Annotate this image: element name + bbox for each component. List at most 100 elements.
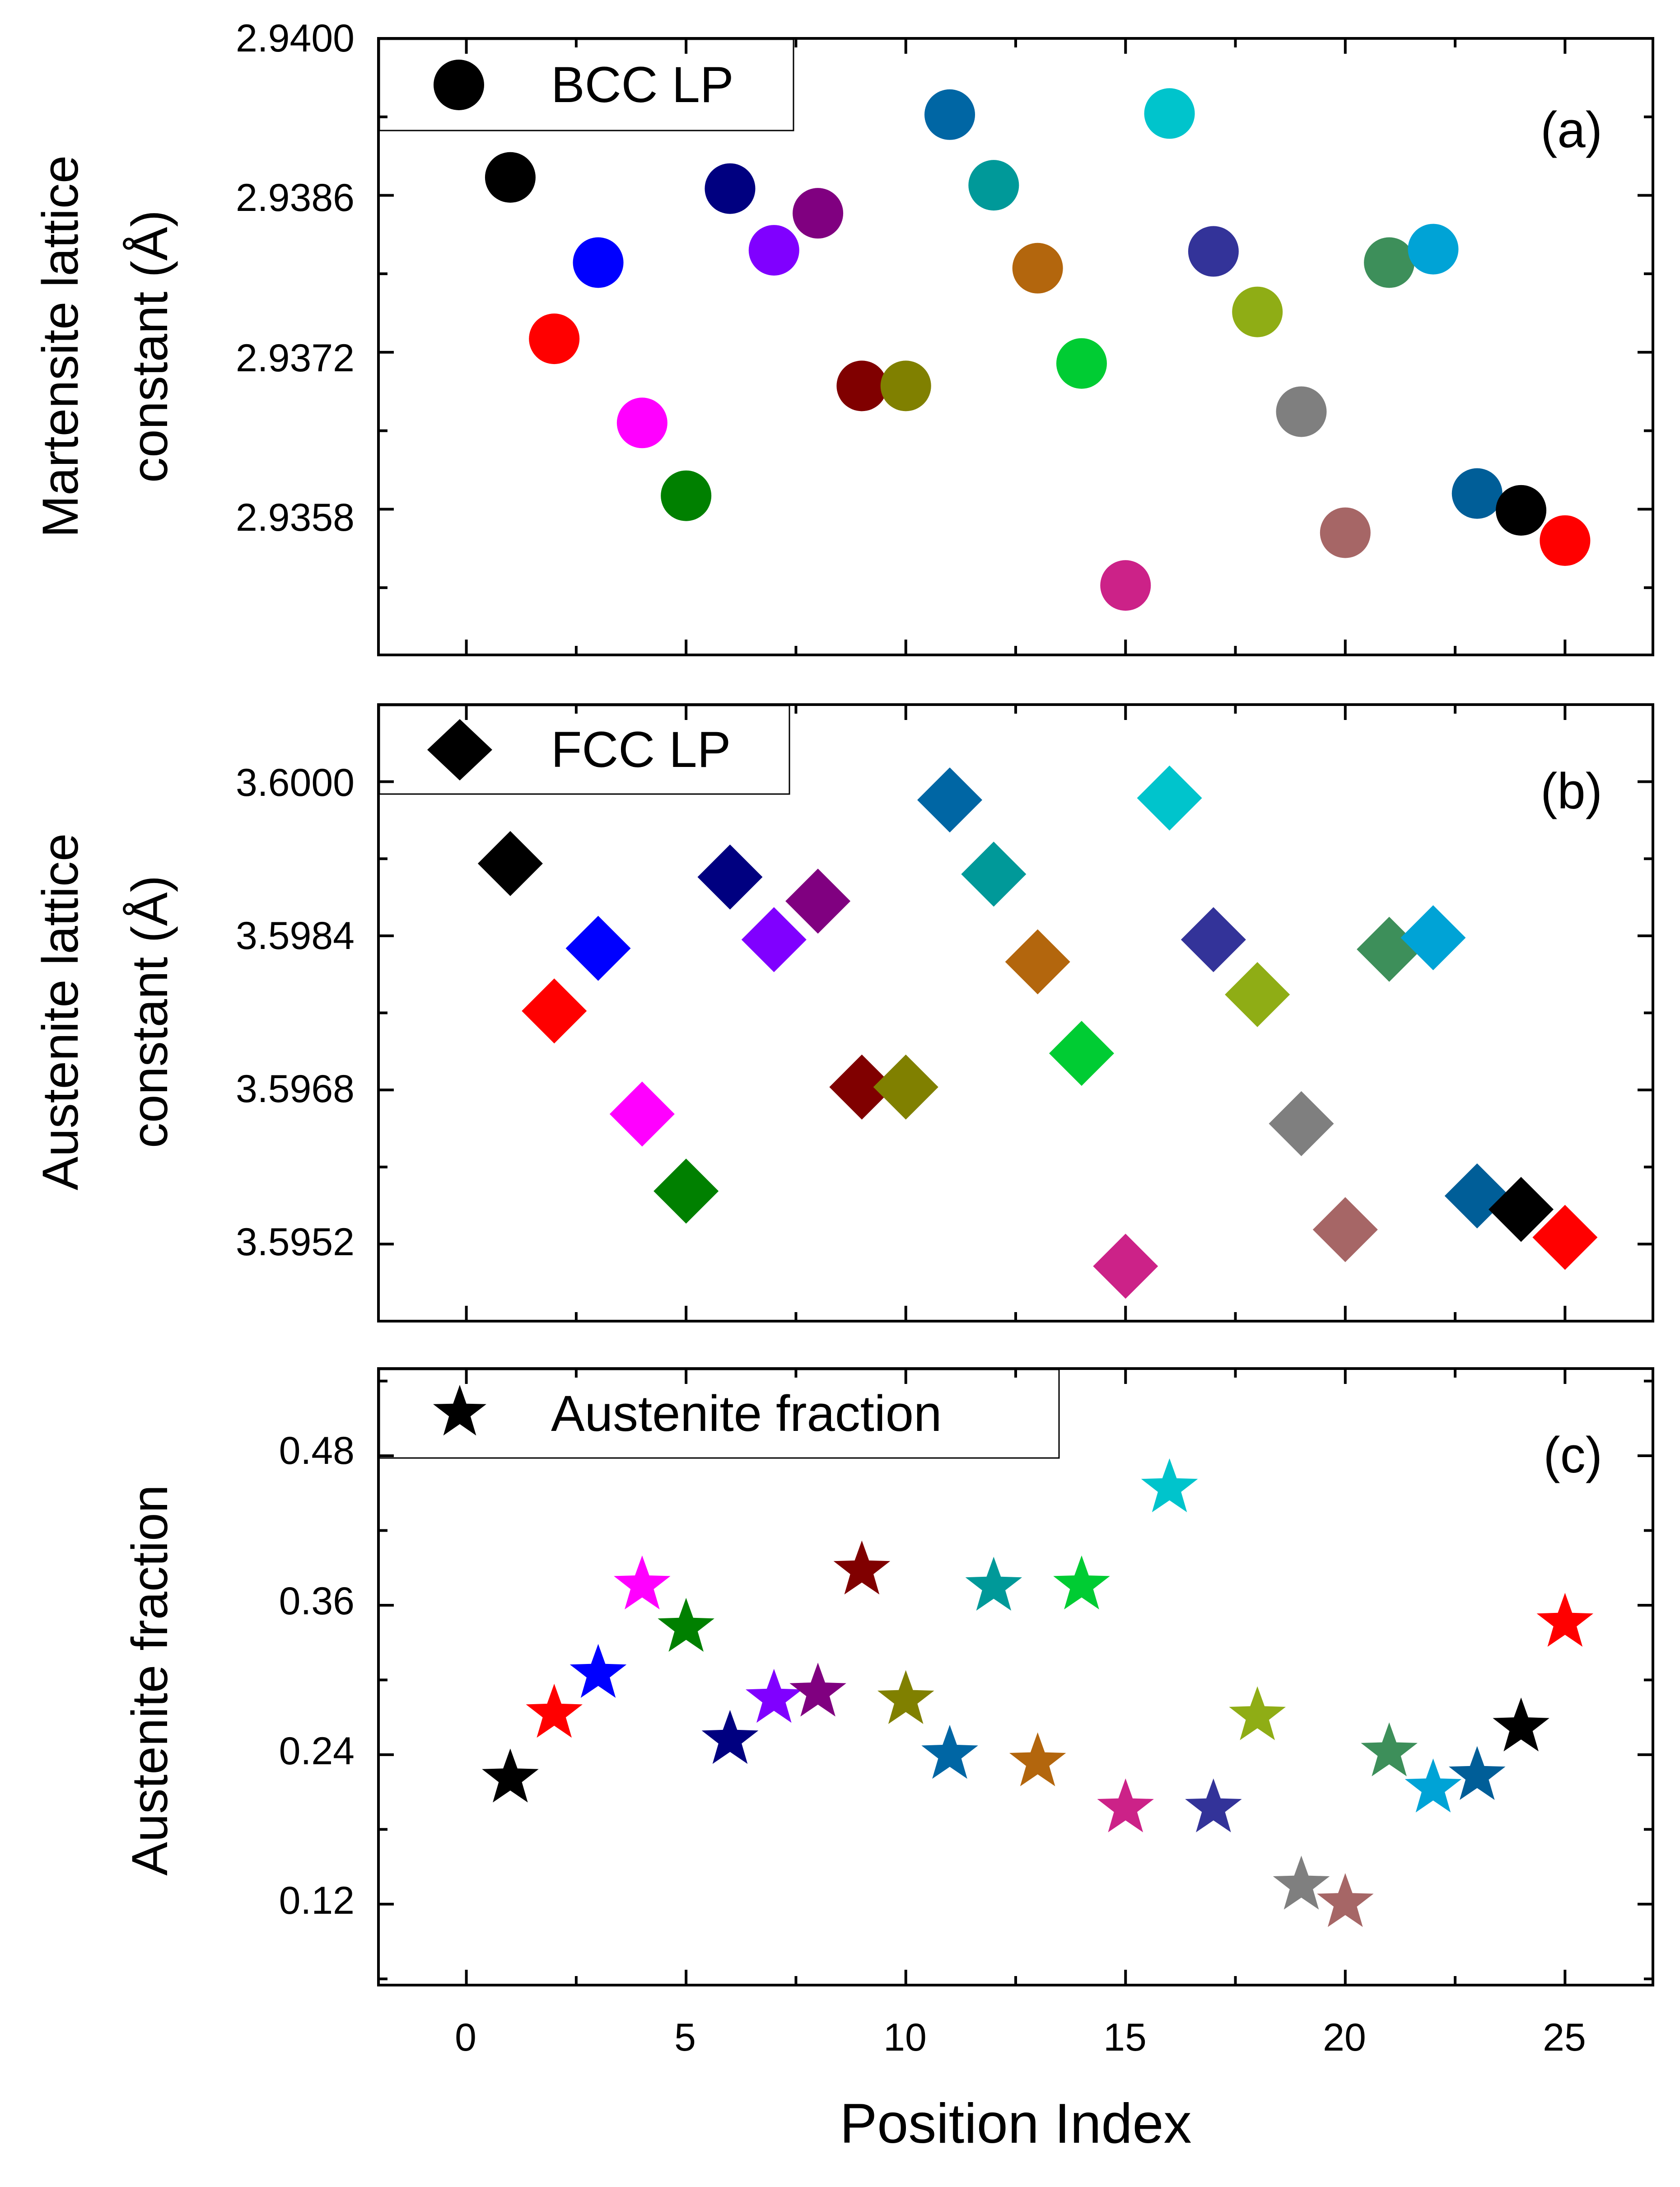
data-point-diamond-19 <box>1269 1091 1334 1156</box>
data-point-star-11 <box>921 1724 978 1779</box>
data-point-circle-22 <box>1408 224 1459 275</box>
x-tick-label: 25 <box>1543 2016 1586 2059</box>
data-point-circle-17 <box>1188 226 1239 277</box>
panel-b-tag: (b) <box>1540 763 1602 819</box>
panel-b-ylabel-line2: constant (Å) <box>121 875 178 1148</box>
data-point-star-13 <box>1009 1732 1066 1786</box>
data-point-star-23 <box>1449 1746 1506 1800</box>
panel-b-legend: FCC LP <box>378 705 790 795</box>
panel-c-ytick-label: 0.48 <box>279 1429 355 1472</box>
data-point-diamond-25 <box>1532 1205 1598 1270</box>
panel-c-frame <box>377 1367 1654 1986</box>
data-point-diamond-13 <box>1005 929 1070 995</box>
x-axis-label: Position Index <box>840 2093 1192 2155</box>
panel-a-ytick-label: 2.9372 <box>236 336 355 380</box>
panel-b-ylabel-line1: Austenite lattice <box>32 833 89 1191</box>
data-point-diamond-12 <box>961 841 1027 907</box>
data-point-star-15 <box>1097 1778 1154 1832</box>
data-point-circle-20 <box>1320 507 1371 558</box>
x-tick-label: 10 <box>883 2016 927 2059</box>
data-point-diamond-22 <box>1400 905 1466 971</box>
data-point-circle-21 <box>1364 237 1415 288</box>
data-point-circle-1 <box>485 152 536 203</box>
data-point-circle-13 <box>1012 243 1063 294</box>
data-point-circle-12 <box>968 160 1019 211</box>
data-point-diamond-9 <box>829 1054 895 1120</box>
data-point-circle-14 <box>1056 338 1107 389</box>
data-point-circle-25 <box>1540 515 1591 566</box>
panel-c: 0.48 0.36 0.24 0.12 Austenite fraction A… <box>121 1367 1654 2155</box>
panel-c-legend-label: Austenite fraction <box>551 1385 942 1442</box>
panel-a-points <box>485 88 1591 611</box>
data-point-star-21 <box>1361 1722 1418 1776</box>
data-point-star-7 <box>746 1668 803 1723</box>
data-point-star-16 <box>1141 1458 1198 1513</box>
data-point-circle-19 <box>1276 386 1327 437</box>
data-point-star-24 <box>1493 1697 1549 1752</box>
data-point-diamond-14 <box>1049 1021 1114 1086</box>
x-tick-label: 0 <box>455 2016 476 2059</box>
x-tick-label: 5 <box>674 2016 696 2059</box>
data-point-diamond-17 <box>1181 907 1246 972</box>
data-point-diamond-6 <box>697 844 763 910</box>
panel-b-ytick-label: 3.6000 <box>236 761 355 804</box>
data-point-circle-10 <box>880 360 931 411</box>
panel-b-ytick-label: 3.5952 <box>236 1220 355 1264</box>
data-point-star-10 <box>877 1670 934 1724</box>
panel-c-ytick-label: 0.12 <box>279 1879 355 1922</box>
data-point-diamond-20 <box>1312 1197 1378 1262</box>
data-point-star-19 <box>1273 1855 1330 1910</box>
data-point-diamond-4 <box>609 1081 675 1147</box>
data-point-diamond-2 <box>522 978 587 1044</box>
data-point-circle-5 <box>661 470 712 521</box>
panel-c-ytick-label: 0.36 <box>279 1580 355 1623</box>
panel-a-ytick-label: 2.9358 <box>236 496 355 539</box>
panel-a-ylabel-line2: constant (Å) <box>121 210 178 483</box>
panel-b-legend-marker <box>427 719 492 780</box>
data-point-circle-6 <box>705 163 756 214</box>
data-point-circle-3 <box>573 237 624 288</box>
x-tick-labels: 0 5 10 15 20 25 <box>455 2016 1586 2059</box>
data-point-circle-16 <box>1144 88 1195 139</box>
data-point-circle-24 <box>1496 485 1547 536</box>
data-point-diamond-7 <box>741 907 807 972</box>
data-point-star-12 <box>965 1556 1022 1611</box>
data-point-star-20 <box>1317 1873 1374 1927</box>
panel-b-ytick-label: 3.5984 <box>236 914 355 958</box>
data-point-star-18 <box>1229 1686 1286 1740</box>
data-point-circle-2 <box>529 313 580 364</box>
data-point-circle-7 <box>748 225 799 276</box>
panel-b-legend-box <box>378 705 790 795</box>
panel-a-legend-marker <box>434 60 484 110</box>
panel-b-ytick-label: 3.5968 <box>236 1067 355 1111</box>
panel-c-ytick-label: 0.24 <box>279 1729 355 1773</box>
panel-a-tag: (a) <box>1540 102 1602 158</box>
data-point-diamond-16 <box>1137 765 1202 831</box>
data-point-star-2 <box>526 1683 583 1738</box>
panel-a-ylabel-line1: Martensite lattice <box>32 155 89 538</box>
data-point-circle-8 <box>793 188 844 239</box>
panel-c-ylabel: Austenite fraction <box>121 1485 178 1875</box>
panel-c-points <box>482 1458 1594 1927</box>
data-point-diamond-1 <box>477 831 543 896</box>
data-point-circle-23 <box>1451 468 1503 519</box>
panel-b-legend-label: FCC LP <box>551 721 731 778</box>
panel-a-legend: BCC LP <box>378 38 794 131</box>
axis-ticks <box>378 37 1653 1985</box>
data-point-star-8 <box>789 1663 846 1717</box>
data-point-star-14 <box>1053 1555 1110 1610</box>
data-point-star-3 <box>569 1644 627 1698</box>
data-point-circle-11 <box>924 89 975 140</box>
data-point-diamond-18 <box>1225 962 1290 1027</box>
panel-b: 3.6000 3.5984 3.5968 3.5952 Austenite la… <box>32 703 1654 1322</box>
panel-a-legend-label: BCC LP <box>551 56 734 113</box>
data-point-star-1 <box>482 1748 539 1803</box>
data-point-star-5 <box>658 1598 714 1652</box>
data-point-star-6 <box>701 1710 759 1764</box>
panel-c-legend: Austenite fraction <box>378 1369 1060 1459</box>
data-point-circle-4 <box>616 397 667 449</box>
panel-b-points <box>477 765 1598 1299</box>
x-tick-label: 20 <box>1323 2016 1366 2059</box>
panel-c-legend-box <box>378 1369 1060 1459</box>
